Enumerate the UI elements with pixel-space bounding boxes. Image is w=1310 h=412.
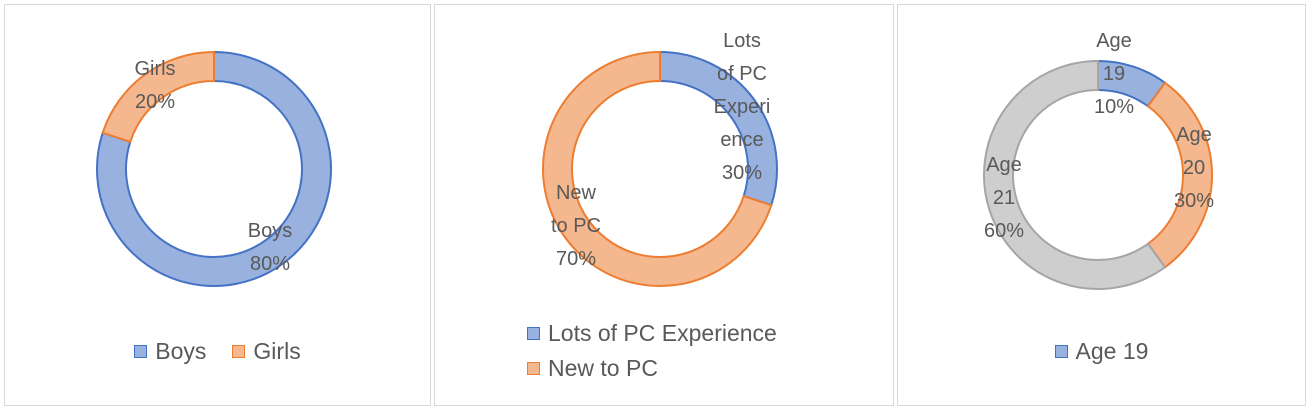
slice-girls <box>101 50 215 144</box>
legend-item-new-to-pc: New to PC <box>527 355 658 382</box>
data-label-girls: Girls 20% <box>134 58 175 113</box>
legend-gender: Boys Girls <box>5 338 430 365</box>
legend-swatch <box>527 327 540 340</box>
data-label-lots-of-pc-experience: Lots of PC Experi ence 30% <box>714 30 771 184</box>
legend-swatch <box>134 345 148 358</box>
donut-svg-age: Age 19 10% Age 20 30% Age 21 60% <box>983 30 1214 290</box>
donut-svg-gender: Boys 80% Girls 20% <box>96 50 332 287</box>
legend-label: Lots of PC Experience <box>548 320 777 346</box>
legend-age: Age 19 <box>898 338 1305 365</box>
data-label-boys: Boys 80% <box>248 220 292 275</box>
data-label-age-21: Age 21 60% <box>984 154 1024 242</box>
legend-swatch <box>1054 345 1068 358</box>
legend-item-girls: Girls <box>232 338 301 365</box>
data-label-new-to-pc: New to PC 70% <box>551 182 601 270</box>
legend-item-age-19: Age 19 <box>1054 338 1149 365</box>
legend-item-boys: Boys <box>134 338 206 365</box>
data-label-age-19: Age 19 10% <box>1094 30 1134 118</box>
donut-svg-pc-experience: Lots of PC Experi ence 30% New to PC 70% <box>542 30 778 287</box>
donut-chart-pc-experience: Lots of PC Experi ence 30% New to PC 70% Lots o… <box>434 4 894 406</box>
legend-label: Girls <box>253 338 301 364</box>
legend-label: Age 19 <box>1075 338 1149 364</box>
legend-swatch <box>232 345 246 358</box>
slice-boys <box>96 50 332 287</box>
legend-item-lots-of-pc-experience: Lots of PC Experience <box>527 320 777 347</box>
data-label-age-20: Age 20 30% <box>1174 124 1214 212</box>
legend-pc-experience: Lots of PC Experience New to PC <box>527 320 777 382</box>
legend-swatch <box>527 362 540 375</box>
donut-chart-gender: Boys 80% Girls 20% Boys Girls <box>4 4 431 406</box>
slice-age-21 <box>983 59 1167 290</box>
legend-label: New to PC <box>548 355 658 381</box>
legend-label: Boys <box>155 338 207 364</box>
donut-chart-age: Age 19 10% Age 20 30% Age 21 60% Age 19 <box>897 4 1306 406</box>
slice-new-to-pc <box>542 50 773 287</box>
